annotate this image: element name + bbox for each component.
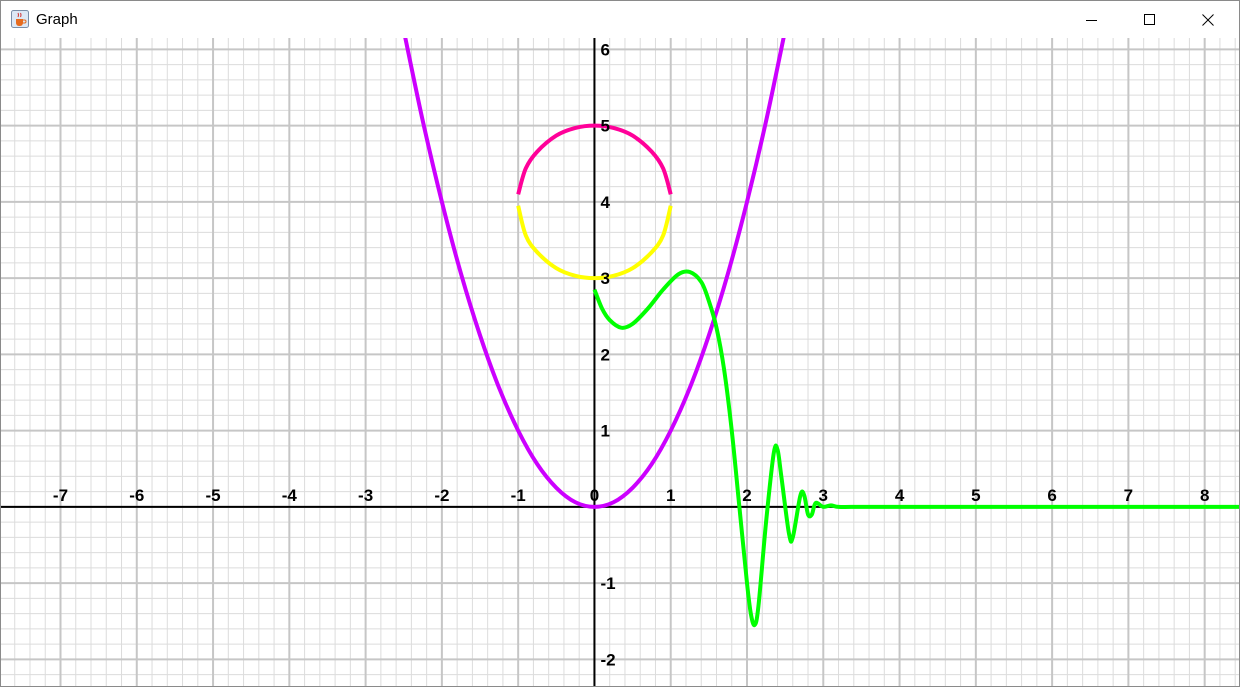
minimize-button[interactable]	[1069, 1, 1115, 38]
axes	[1, 38, 1239, 686]
close-icon	[1202, 13, 1214, 26]
y-tick-label: 1	[600, 422, 609, 441]
x-tick-label: -2	[434, 486, 449, 505]
y-tick-label: 6	[600, 40, 609, 59]
x-tick-label: -5	[205, 486, 220, 505]
x-tick-label: 4	[895, 486, 905, 505]
curves	[403, 38, 1239, 628]
x-tick-label: -3	[358, 486, 373, 505]
x-tick-label: 3	[819, 486, 828, 505]
y-tick-label: -2	[600, 650, 615, 669]
y-tick-label: 3	[600, 269, 609, 288]
close-button[interactable]	[1185, 1, 1231, 38]
maximize-button[interactable]	[1127, 1, 1173, 38]
graph-canvas[interactable]: -7 -6 -5 -4 -3 -2 -1 0 1 2 3 4 5 6 7 8 -2 -1 1 2 3 4 5 6	[1, 38, 1239, 686]
y-tick-label: -1	[600, 574, 615, 593]
x-tick-label: 8	[1200, 486, 1209, 505]
curve-circle-lower	[516, 205, 673, 281]
x-tick-label: 2	[742, 486, 751, 505]
major-grid	[1, 38, 1239, 686]
x-tick-label: -7	[53, 486, 68, 505]
title-bar[interactable]: Graph	[1, 1, 1239, 38]
x-tick-label: 0	[590, 486, 599, 505]
window-title: Graph	[36, 11, 78, 28]
x-tick-label: 6	[1047, 486, 1056, 505]
minimize-icon	[1086, 19, 1097, 21]
x-tick-label: 7	[1124, 486, 1133, 505]
tick-labels: -7 -6 -5 -4 -3 -2 -1 0 1 2 3 4 5 6 7 8 -2 -1 1 2 3 4 5 6	[53, 40, 1209, 669]
curve-parabola	[403, 38, 786, 509]
maximize-icon	[1144, 13, 1155, 25]
curve-oscillation	[592, 269, 1239, 628]
x-tick-label: -4	[282, 486, 298, 505]
x-tick-label: 5	[971, 486, 980, 505]
x-tick-label: -6	[129, 486, 144, 505]
java-cup-icon	[11, 10, 29, 28]
minor-grid	[1, 38, 1239, 686]
y-tick-label: 4	[600, 193, 610, 212]
curve-circle-upper	[516, 123, 673, 195]
x-tick-label: -1	[511, 486, 526, 505]
y-tick-label: 2	[600, 345, 609, 364]
y-tick-label: 5	[600, 117, 609, 136]
x-tick-label: 1	[666, 486, 675, 505]
